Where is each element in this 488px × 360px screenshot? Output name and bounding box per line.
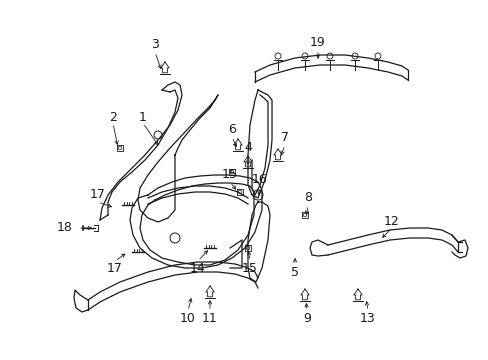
Text: 16: 16 (252, 174, 267, 186)
Text: 17: 17 (107, 261, 122, 274)
Text: 6: 6 (227, 123, 235, 136)
Text: 8: 8 (304, 192, 311, 204)
Text: 4: 4 (244, 141, 251, 154)
Text: 18: 18 (57, 221, 73, 234)
Text: 14: 14 (190, 261, 205, 274)
Text: 15: 15 (222, 168, 238, 181)
Text: 2: 2 (109, 112, 117, 125)
Text: 7: 7 (281, 131, 288, 144)
Text: 15: 15 (242, 261, 257, 274)
Text: 5: 5 (290, 265, 298, 279)
Text: 3: 3 (151, 39, 159, 51)
Text: 10: 10 (180, 311, 196, 324)
Text: 12: 12 (384, 216, 399, 229)
Text: 17: 17 (90, 189, 106, 202)
Text: 19: 19 (309, 36, 325, 49)
Text: 13: 13 (359, 311, 375, 324)
Text: 9: 9 (303, 311, 310, 324)
Text: 11: 11 (202, 311, 218, 324)
Text: 1: 1 (139, 112, 146, 125)
